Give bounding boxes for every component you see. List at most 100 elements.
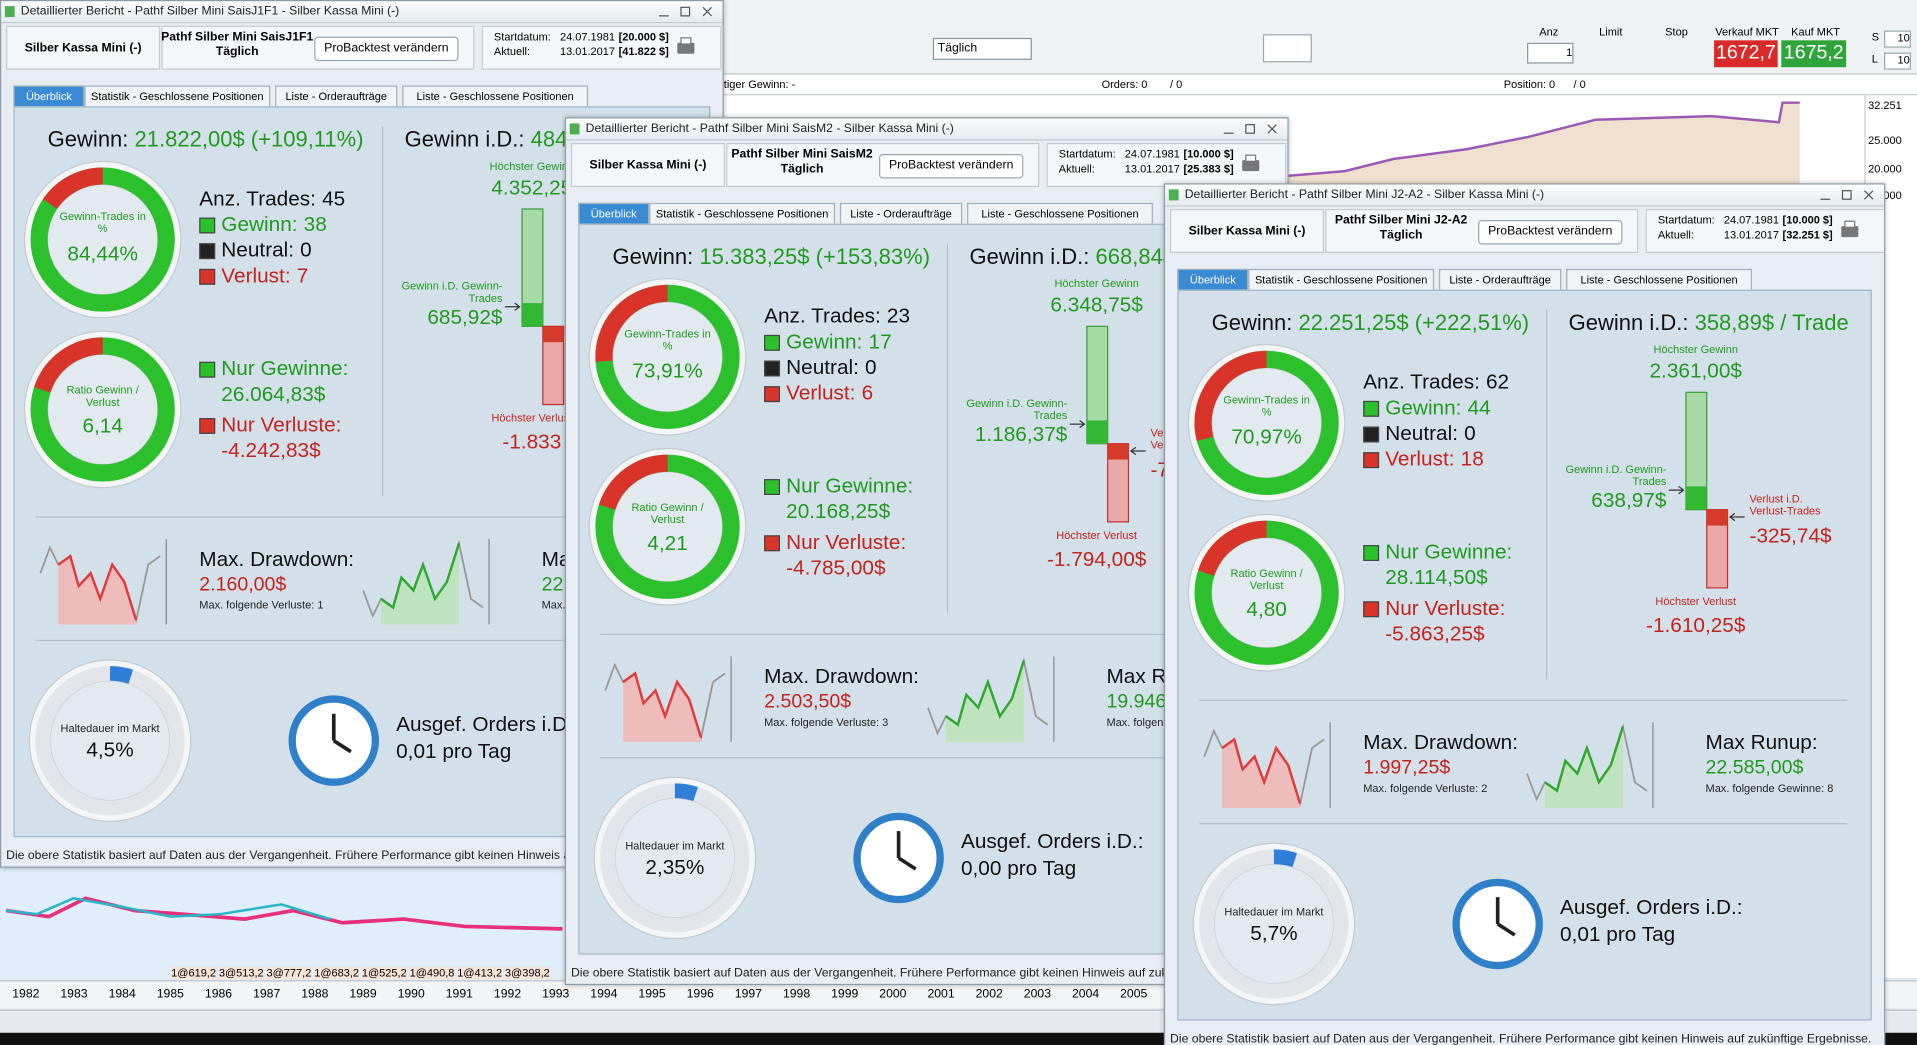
trade-label: 3@513,2 [218,966,264,979]
avg-loss-bar [1706,509,1728,526]
losses-part: 6 [861,381,874,405]
qty-input[interactable]: 1 [1527,42,1574,64]
info-position: Position: 0 [1503,78,1556,91]
gain-part: Gewinn: [612,244,694,269]
system: Pathf Silber Mini J2-A2 [1334,213,1468,228]
s-input[interactable]: 10 [1884,30,1911,48]
tab[interactable]: Liste - Geschlossene Positionen [967,202,1153,224]
instrument: Silber Kassa Mini (-) [589,158,707,173]
gain: Gewinn: 22.251,25$ (+222,51%) [1212,310,1530,336]
tab[interactable]: Statistik - Geschlossene Positionen [649,202,836,224]
orders-label: Ausgef. Orders i.D.: [960,829,1144,854]
wins-part: Gewinn: [786,329,863,354]
trade-label: 1@683,2 [314,966,360,979]
donut-arc [595,454,740,599]
gain-id-part: Gewinn i.D.: [1568,310,1689,335]
orders: 0,00 pro Tag [960,856,1077,880]
sell-button[interactable]: 1672,7 [1714,40,1778,68]
worst-label: Höchster Verlust [1056,529,1138,542]
spark-area [945,660,1024,742]
current-cap: [41.822 $] [618,45,669,58]
l-input[interactable]: 10 [1884,52,1911,70]
ru-note: Max. folgende Gewinne: 8 [1705,782,1834,795]
start-label: Startdatum: [493,30,551,43]
current-cap: [25.383 $] [1183,162,1234,175]
info-orders: Orders: 0 [1101,78,1148,91]
title-bar [1165,184,1885,207]
spark-line [1221,737,1302,804]
donut-inner [611,301,724,413]
only-losses-label: Nur Verluste: [1385,596,1506,620]
gain-id-part: 668,84$ [1095,244,1176,269]
best-label: Höchster Gewinn [489,160,575,173]
dd-label: Max. Drawdown: [1363,730,1518,755]
spark-area [1222,739,1301,808]
tab[interactable]: Liste - Geschlossene Positionen [1566,268,1752,290]
donut2-value: 6,14 [82,414,123,438]
neutral-part: 0 [300,238,312,262]
window-title: Detaillierter Bericht - Pathf Silber Min… [20,4,400,19]
donut2-label: Ratio Gewinn / Verlust [631,501,704,526]
info-gain: tiger Gewinn: - [723,78,796,91]
period-select[interactable]: Täglich [932,37,1032,60]
spark-area [381,543,459,625]
start-date: 24.07.1981 [1124,147,1180,161]
instrument: Silber Kassa Mini (-) [24,41,142,55]
avg-win-label: Gewinn i.D. Gewinn-Trades [1565,463,1667,488]
tab[interactable]: Liste - Orderaufträge [839,202,963,224]
legend-square [1363,400,1380,417]
avg-win-label: Gewinn i.D. Gewinn-Trades [401,279,503,305]
donut2-value: 4,21 [647,531,688,555]
avg-win: 1.186,37$ [974,422,1068,447]
ru: 22 [541,574,564,596]
chart-type-button[interactable] [1262,34,1312,63]
spark-area [58,556,137,625]
hold-label: Haltedauer im Markt [60,722,160,735]
close-icon [1864,190,1874,200]
trades-part: 23 [886,304,911,328]
legend-square [1363,426,1380,443]
disclaimer: Die obere Statistik basiert auf Daten au… [1170,1032,1872,1045]
best: 6.348,75$ [1050,293,1143,317]
wins-part: 44 [1467,395,1491,420]
tab[interactable]: Liste - Orderaufträge [1439,268,1562,290]
tab[interactable]: Liste - Orderaufträge [275,85,398,107]
maximize-icon [1245,124,1255,134]
clock-hands [1495,897,1516,937]
printer-icon [1242,160,1260,172]
orders: 0,01 pro Tag [1560,922,1676,946]
hold: 4,5% [86,738,134,762]
tab[interactable]: Statistik - Geschlossene Positionen [84,85,271,107]
orders-label: Ausgef. Orders i.D.: [396,712,579,736]
year-label: 1990 [397,987,425,1001]
losses-part: Verlust: [1385,447,1455,471]
only-gains: 28.114,50$ [1385,565,1488,590]
frequency: Täglich [780,162,824,176]
best: 4.352,25 [491,175,573,200]
tab[interactable]: Überblick [13,85,85,107]
buy-button[interactable]: 1675,2 [1781,40,1847,68]
only-gains-label: Nur Gewinne: [221,356,349,381]
tab[interactable]: Statistik - Geschlossene Positionen [1248,268,1435,290]
donut2-label: Ratio Gewinn / Verlust [1230,567,1303,592]
clock-hands [896,831,917,871]
year-label: 2001 [927,987,955,1001]
spark-line [945,660,1025,727]
avg-win-bar [1086,420,1108,444]
legend-square [199,217,216,234]
probacktest-button[interactable]: ProBacktest verändern [314,36,459,62]
donut-arc [30,167,175,312]
report-window: Detaillierter Bericht - Pathf Silber Min… [1163,183,1886,1045]
tab[interactable]: Überblick [1177,268,1249,290]
trades-part: Anz. Trades: [1363,370,1480,394]
trades: Anz. Trades: 62 [1363,370,1509,394]
tab[interactable]: Überblick [578,202,650,224]
probacktest-button[interactable]: ProBacktest verändern [879,153,1024,179]
dd-note: Max. folgende Verluste: 3 [764,716,889,729]
probacktest-button[interactable]: ProBacktest verändern [1478,219,1623,245]
donut-inner [1210,537,1323,649]
current-date: 13.01.2017 [1124,162,1180,175]
tab[interactable]: Liste - Geschlossene Positionen [402,85,589,107]
frequency: Täglich [215,45,259,59]
